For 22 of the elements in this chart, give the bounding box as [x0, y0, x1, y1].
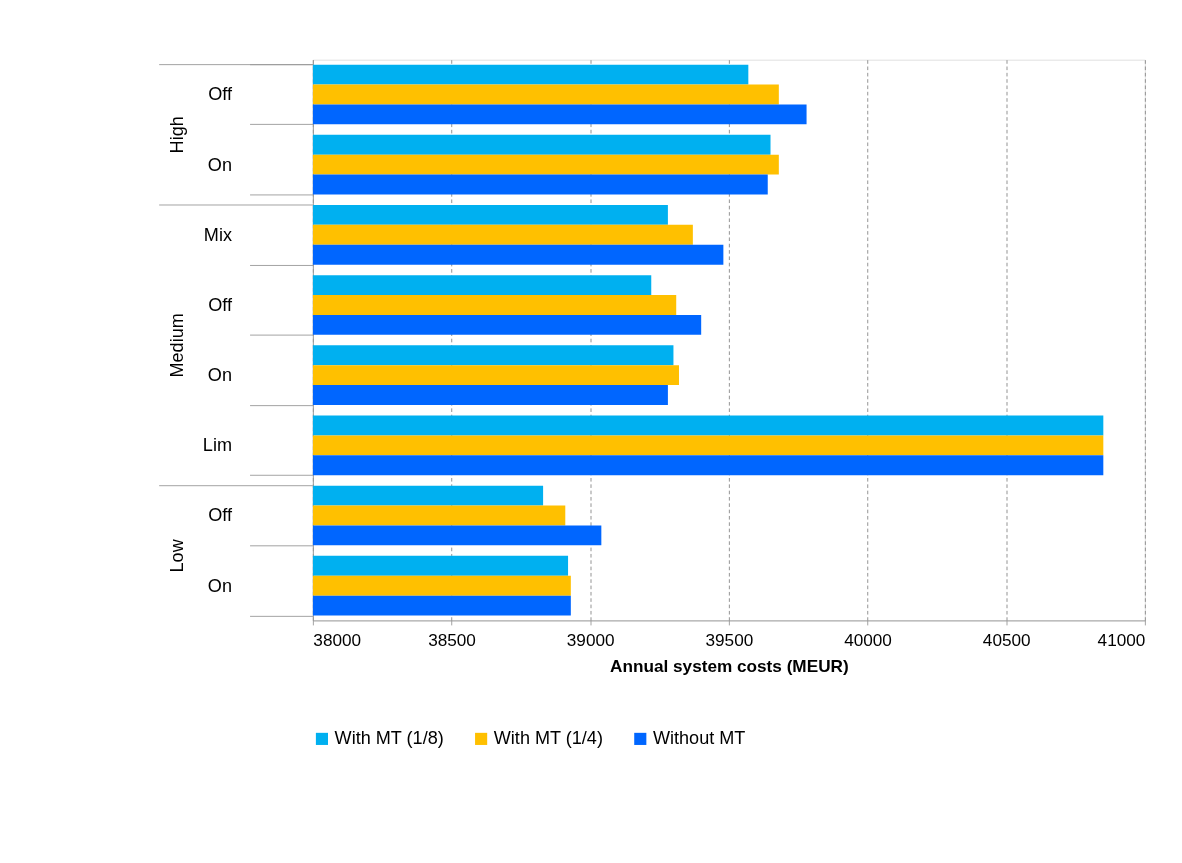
x-tick-label: 40500 [982, 630, 1031, 651]
y-tick-label: Off [208, 294, 233, 315]
y-tick-label: Off [208, 84, 233, 105]
y-tick-label: Off [208, 505, 233, 526]
y-tick-label: On [207, 365, 232, 386]
legend-label: With MT (1/8) [334, 728, 444, 749]
text: Medium [166, 313, 187, 378]
x-tick-label: 39500 [705, 630, 754, 651]
x-axis-title: Annual system costs (MEUR) [610, 656, 849, 677]
x-tick-label: 38000 [313, 630, 362, 651]
y-tick-label: On [207, 154, 232, 175]
x-tick-label: 40000 [844, 630, 892, 651]
y-tick-label: Mix [203, 224, 232, 245]
text: High [166, 116, 187, 154]
legend-label: With MT (1/4) [493, 728, 603, 749]
x-tick-label: 39000 [566, 630, 615, 651]
y-tick-label: Lim [202, 435, 232, 456]
legend-label: Without MT [652, 728, 746, 749]
x-tick-label: 38500 [428, 630, 476, 651]
y-tick-label: On [207, 575, 232, 596]
text: Low [166, 538, 187, 573]
x-tick-label: 41000 [1097, 630, 1146, 651]
